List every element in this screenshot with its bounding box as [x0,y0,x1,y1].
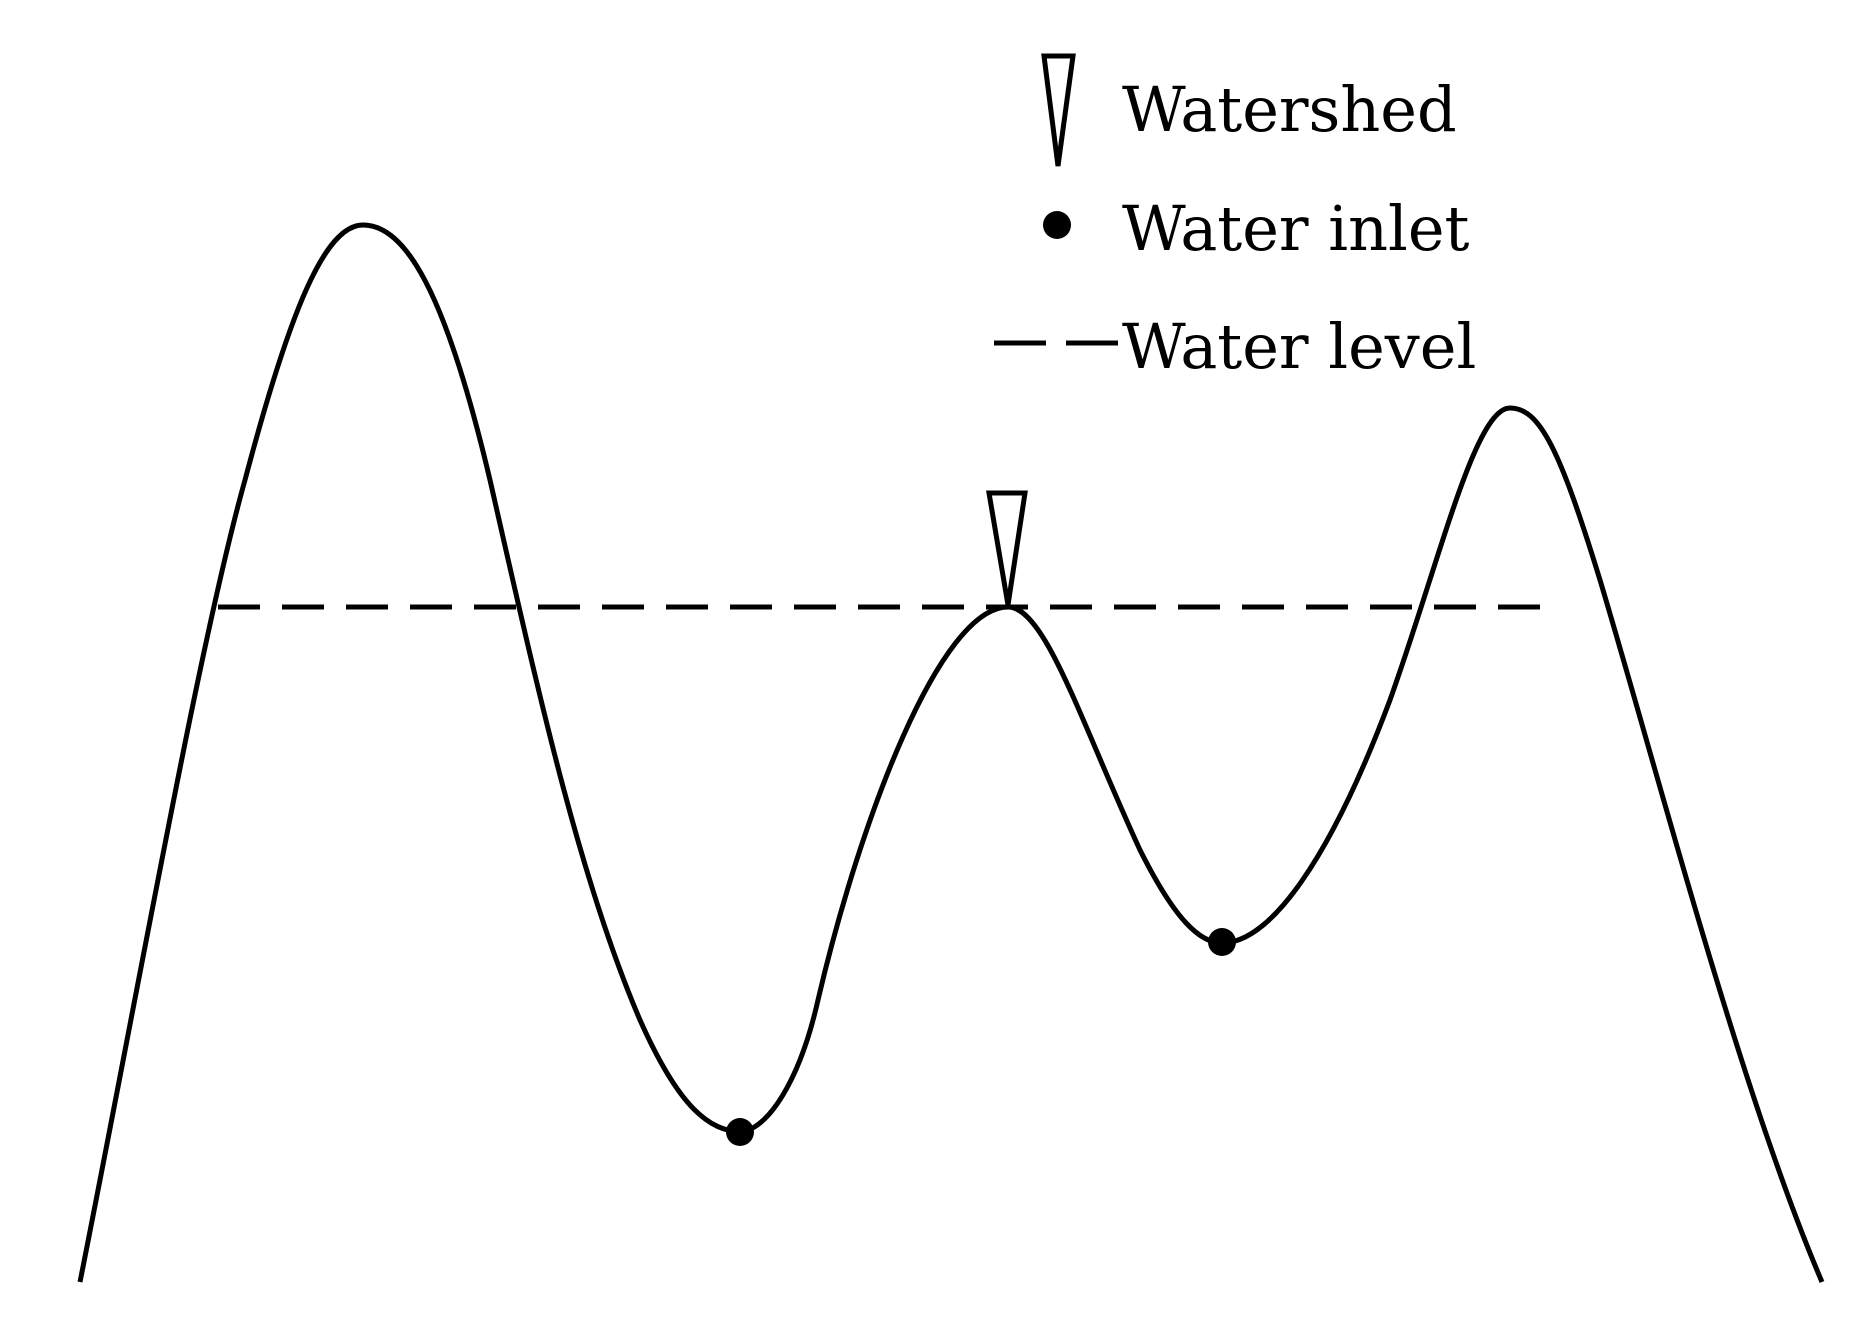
water-inlet-point [726,1118,754,1146]
legend: Watershed Water inlet Water level [994,53,1476,383]
watershed-legend-label: Watershed [1122,73,1457,146]
watershed-legend-icon [1041,53,1076,167]
water-inlet-point [1208,928,1236,956]
water-level-legend-label: Water level [1122,310,1476,383]
water-inlet-legend-icon [1043,211,1071,239]
water-inlet-legend-label: Water inlet [1122,192,1470,265]
watershed-marker-icon [986,490,1028,606]
terrain-profile-curve [77,222,1825,1283]
